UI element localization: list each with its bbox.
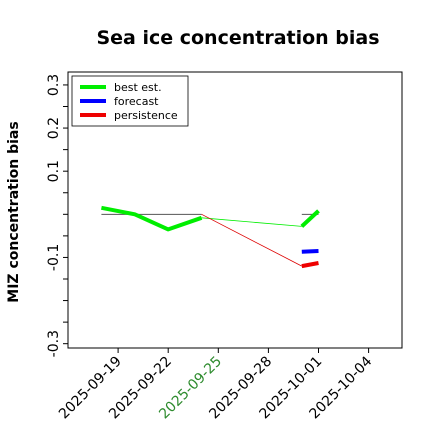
series-line-best-est [101,205,203,232]
legend-label: persistence [114,109,178,122]
series-line-best-est [300,209,320,228]
y-tick-label: -0.1 [46,244,62,271]
series-line-best-est [201,217,302,227]
series-line-forecast [301,249,319,254]
y-axis-label: MIZ concentration bias [6,121,22,302]
chart-title: Sea ice concentration bias [96,27,379,49]
y-tick-label: 0.1 [46,160,62,182]
y-tick-label: 0.3 [46,74,62,96]
y-tick-label: 0.2 [46,117,62,139]
series-line-persistence [201,213,302,267]
series-line-persistence [301,261,319,269]
legend-label: forecast [114,95,159,108]
y-tick-label: -0.3 [46,330,62,357]
legend-label: best est. [114,81,162,94]
plot-frame [67,71,403,349]
